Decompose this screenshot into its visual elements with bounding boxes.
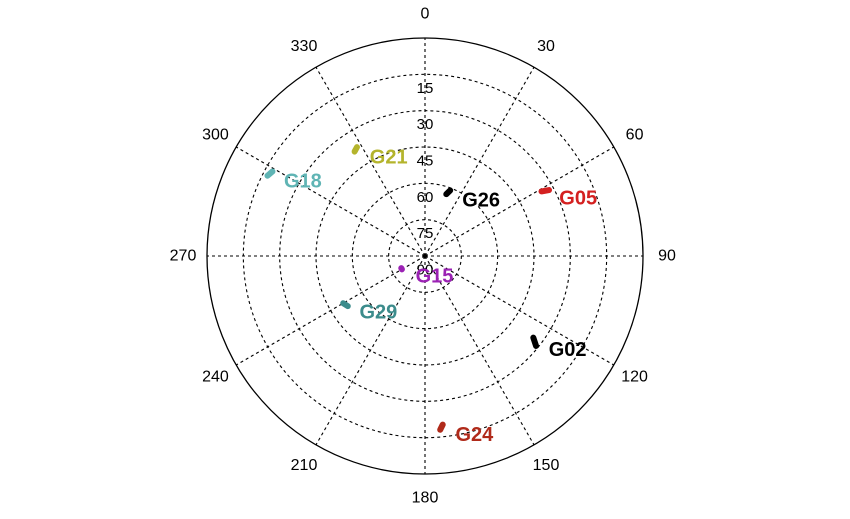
satellite-label-g15: G15 bbox=[416, 266, 454, 288]
satellite-labels: G21 G18 G26 G05 G15 G29 G02 G24 bbox=[284, 146, 597, 446]
tick-labels: 0 30 60 90 120 150 180 210 240 270 300 330 15 30 45 60 7… bbox=[170, 6, 676, 507]
azimuth-tick-label: 240 bbox=[202, 369, 229, 386]
azimuth-tick-label: 180 bbox=[412, 490, 439, 507]
track-g24 bbox=[437, 421, 446, 433]
azimuth-tick-label: 30 bbox=[537, 38, 555, 55]
elevation-tick-label: 60 bbox=[417, 189, 434, 206]
elevation-tick-label: 15 bbox=[417, 80, 434, 97]
azimuth-tick-label: 90 bbox=[658, 248, 676, 265]
track-g21 bbox=[351, 144, 360, 155]
azimuth-spoke-60 bbox=[424, 146, 615, 257]
satellite-label-g26: G26 bbox=[462, 189, 500, 211]
satellite-label-g24: G24 bbox=[455, 424, 494, 446]
track-g15 bbox=[398, 265, 405, 273]
satellite-label-g02: G02 bbox=[549, 339, 587, 361]
azimuth-spoke-210 bbox=[315, 255, 426, 446]
azimuth-spoke-150 bbox=[424, 255, 535, 446]
track-g26 bbox=[443, 187, 454, 198]
satellite-label-g21: G21 bbox=[370, 146, 408, 168]
polar-grid bbox=[206, 37, 644, 475]
azimuth-tick-label: 210 bbox=[291, 457, 318, 474]
azimuth-tick-label: 60 bbox=[626, 127, 644, 144]
azimuth-spoke-330 bbox=[315, 66, 426, 257]
azimuth-tick-label: 120 bbox=[621, 369, 648, 386]
track-g29 bbox=[340, 300, 351, 310]
track-g02 bbox=[530, 334, 540, 349]
azimuth-tick-label: 270 bbox=[170, 248, 197, 265]
azimuth-tick-label: 0 bbox=[421, 6, 430, 23]
satellite-label-g29: G29 bbox=[359, 302, 397, 324]
track-g18 bbox=[264, 168, 276, 179]
elevation-tick-label: 90 bbox=[417, 262, 434, 279]
satellite-tracks bbox=[264, 144, 553, 433]
horizon-circle bbox=[206, 37, 644, 475]
azimuth-tick-label: 300 bbox=[202, 127, 229, 144]
elevation-tick-label: 30 bbox=[417, 116, 434, 133]
azimuth-tick-label: 330 bbox=[291, 38, 318, 55]
azimuth-spoke-240 bbox=[235, 255, 426, 366]
azimuth-spoke-30 bbox=[424, 66, 535, 257]
satellite-label-g05: G05 bbox=[559, 188, 597, 210]
satellite-label-g18: G18 bbox=[284, 171, 322, 193]
azimuth-spoke-300 bbox=[235, 146, 426, 257]
track-g05 bbox=[538, 187, 553, 195]
azimuth-tick-label: 150 bbox=[533, 457, 560, 474]
azimuth-spoke-120 bbox=[424, 255, 615, 366]
elevation-tick-label: 45 bbox=[417, 153, 434, 170]
elevation-tick-label: 75 bbox=[417, 225, 434, 242]
